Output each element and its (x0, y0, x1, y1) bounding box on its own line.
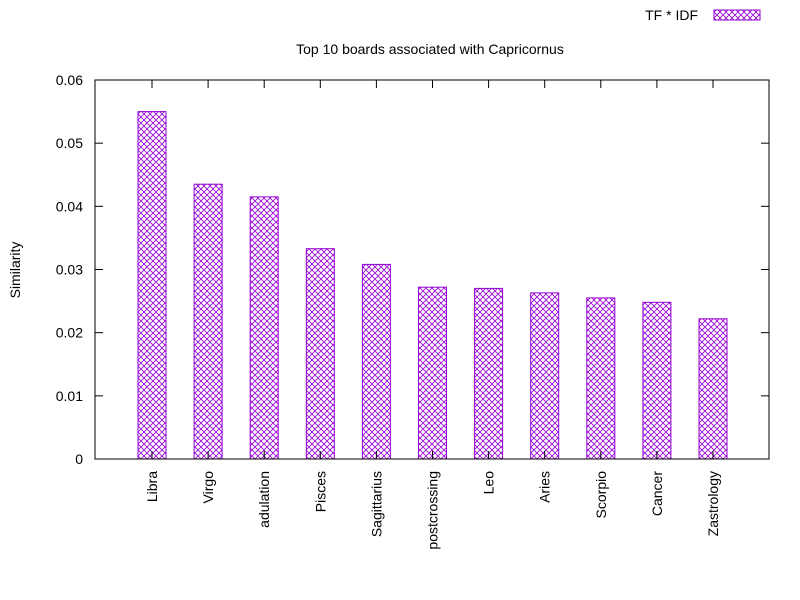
y-tick-label: 0 (75, 451, 83, 467)
bar-zastrology (698, 318, 728, 460)
bar-sagittarius (361, 263, 391, 460)
bar-adulation (249, 196, 279, 460)
y-tick-label: 0.04 (56, 198, 83, 214)
x-tick-label-sagittarius: Sagittarius (368, 471, 384, 537)
bar-postcrossing (418, 286, 447, 460)
chart-title: Top 10 boards associated with Capricornu… (296, 41, 564, 57)
y-tick-label: 0.05 (56, 135, 83, 151)
x-tick-label-scorpio: Scorpio (593, 471, 609, 519)
bar-aries (530, 292, 560, 460)
bar-virgo (193, 183, 223, 460)
x-tick-label-libra: Libra (144, 471, 160, 502)
x-tick-label-zastrology: Zastrology (705, 471, 721, 536)
x-tick-label-aries: Aries (537, 471, 553, 503)
legend: TF * IDF (645, 7, 761, 23)
bar-cancer (642, 301, 672, 460)
bars-group (137, 111, 728, 460)
y-axis-label: Similarity (7, 242, 23, 299)
y-tick-label: 0.06 (56, 72, 83, 88)
y-tick-label: 0.03 (56, 262, 83, 278)
legend-swatch (713, 9, 761, 21)
bar-leo (474, 287, 504, 460)
x-tick-label-leo: Leo (481, 471, 497, 495)
bar-pisces (305, 248, 335, 460)
x-tick-label-pisces: Pisces (312, 471, 328, 512)
x-tick-label-adulation: adulation (256, 471, 272, 528)
bar-scorpio (586, 297, 616, 460)
legend-label: TF * IDF (645, 7, 698, 23)
y-tick-label: 0.02 (56, 325, 83, 341)
x-ticks-group: Libra Virgo adulation Pisces Sagittarius post… (144, 80, 721, 550)
y-ticks-group: 0 0.01 0.02 0.03 0.04 0.05 0.06 (56, 72, 769, 467)
plot-frame (94, 79, 770, 460)
bar-libra (137, 111, 167, 460)
x-tick-label-virgo: Virgo (200, 471, 216, 504)
x-tick-label-cancer: Cancer (649, 471, 665, 516)
y-tick-label: 0.01 (56, 388, 83, 404)
x-tick-label-postcrossing: postcrossing (425, 471, 441, 550)
